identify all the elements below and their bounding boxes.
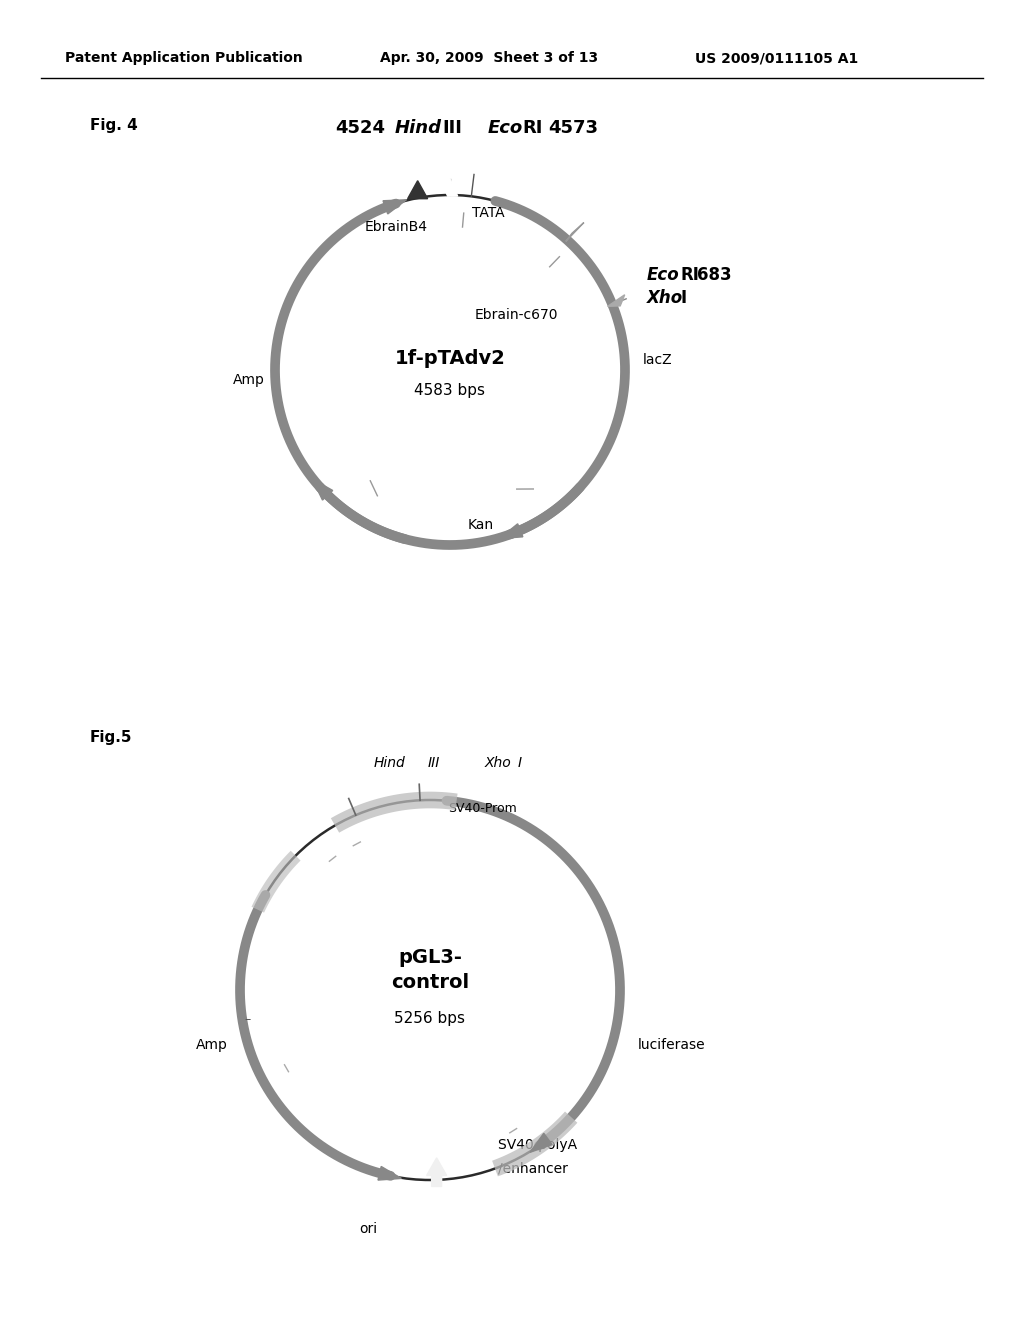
Text: I: I <box>681 289 687 308</box>
Polygon shape <box>607 294 625 306</box>
Polygon shape <box>408 181 428 199</box>
Text: RI: RI <box>681 267 699 284</box>
Text: Fig.5: Fig.5 <box>90 730 132 744</box>
Text: III: III <box>428 756 440 770</box>
Polygon shape <box>530 1134 552 1152</box>
Polygon shape <box>439 160 458 197</box>
Polygon shape <box>500 524 523 539</box>
Text: Hind: Hind <box>395 119 442 137</box>
Text: Xho: Xho <box>647 289 683 308</box>
Text: SV40-Prom: SV40-Prom <box>449 803 517 814</box>
Text: Amp: Amp <box>233 374 265 387</box>
Text: 4573: 4573 <box>548 119 598 137</box>
Text: III: III <box>442 119 462 137</box>
Polygon shape <box>427 1158 446 1187</box>
Text: Amp: Amp <box>197 1038 228 1052</box>
Text: luciferase: luciferase <box>638 1038 706 1052</box>
Text: –: – <box>245 1014 251 1027</box>
Text: Ebrain-c670: Ebrain-c670 <box>475 308 558 322</box>
Text: EbrainB4: EbrainB4 <box>365 220 428 234</box>
Text: pGL3-
control: pGL3- control <box>391 948 469 993</box>
Text: Hind: Hind <box>374 756 406 770</box>
Text: lacZ: lacZ <box>643 352 673 367</box>
Text: 683: 683 <box>697 267 731 284</box>
Text: 5256 bps: 5256 bps <box>394 1011 466 1026</box>
Text: 4524: 4524 <box>335 119 385 137</box>
Text: I: I <box>518 756 522 770</box>
Text: US 2009/0111105 A1: US 2009/0111105 A1 <box>695 51 858 65</box>
Text: SV40 polyA: SV40 polyA <box>498 1138 578 1152</box>
Text: Apr. 30, 2009  Sheet 3 of 13: Apr. 30, 2009 Sheet 3 of 13 <box>380 51 598 65</box>
Text: TATA: TATA <box>472 206 505 220</box>
Text: 4583 bps: 4583 bps <box>415 383 485 397</box>
Polygon shape <box>378 1167 401 1180</box>
Text: Xho: Xho <box>485 756 512 770</box>
Text: Kan: Kan <box>468 517 495 532</box>
Polygon shape <box>565 223 584 242</box>
Polygon shape <box>312 479 333 500</box>
Text: Eco: Eco <box>647 267 680 284</box>
Text: Eco: Eco <box>488 119 523 137</box>
Text: ori: ori <box>359 1222 377 1236</box>
Polygon shape <box>383 199 407 214</box>
Text: /enhancer: /enhancer <box>498 1162 568 1175</box>
Text: Fig. 4: Fig. 4 <box>90 117 138 133</box>
Text: RI: RI <box>522 119 543 137</box>
Text: Patent Application Publication: Patent Application Publication <box>65 51 303 65</box>
Text: 1f-pTAdv2: 1f-pTAdv2 <box>394 348 506 367</box>
